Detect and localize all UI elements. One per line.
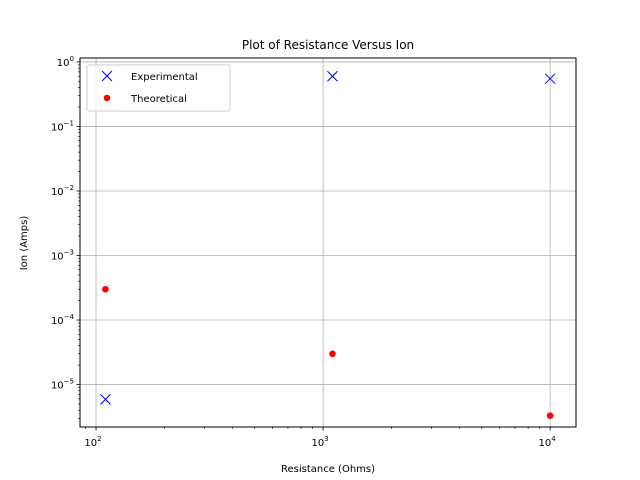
legend: Experimental Theoretical (86, 64, 231, 112)
experimental-point (544, 73, 556, 85)
plot-frame (79, 57, 577, 428)
y-tick-label: 10−2 (51, 184, 74, 198)
marker-stroke (327, 70, 338, 82)
y-tick-label: 10−4 (51, 313, 75, 327)
x-tick-label: 103 (311, 435, 328, 449)
y-tick-label: 10−3 (51, 249, 74, 263)
legend-label-experimental: Experimental (131, 72, 198, 83)
legend-marker-theoretical (103, 94, 111, 102)
experimental-point (100, 393, 111, 405)
chart-title: Plot of Resistance Versus Ion (242, 38, 414, 52)
x-tick-label: 102 (84, 435, 101, 449)
theoretical-point (102, 285, 109, 293)
grid (80, 58, 576, 427)
marker-stroke (544, 73, 556, 85)
theoretical-point (546, 412, 554, 419)
y-tick-label: 10−1 (51, 119, 74, 133)
x-axis-label: Resistance (Ohms) (281, 464, 375, 475)
axis-ticks: 102 103 104 10−5 10−4 10−3 10−2 10−1 100 (51, 55, 556, 449)
experimental-point (327, 70, 338, 82)
x-tick-label: 104 (539, 435, 557, 449)
marker-stroke (100, 393, 111, 405)
y-tick-label: 100 (57, 55, 74, 69)
marker-stroke (101, 70, 113, 82)
y-tick-label: 10−5 (51, 378, 74, 392)
legend-label-theoretical: Theoretical (130, 94, 187, 105)
data-points (100, 70, 556, 419)
legend-box (86, 64, 231, 112)
theoretical-point (329, 350, 336, 358)
y-axis-label: Ion (Amps) (19, 216, 30, 271)
legend-marker-experimental (101, 70, 113, 82)
